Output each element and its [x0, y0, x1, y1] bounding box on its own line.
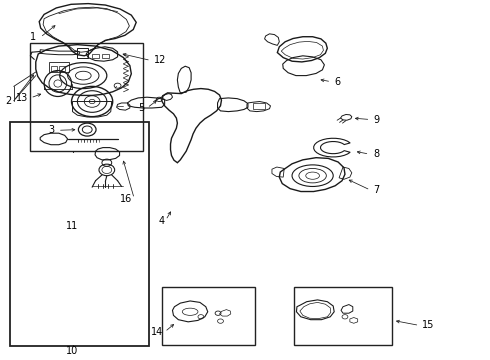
Text: 13: 13	[16, 93, 28, 103]
Bar	[253, 103, 265, 109]
Bar	[92, 54, 99, 58]
Bar	[294, 287, 392, 345]
Text: 15: 15	[422, 320, 435, 330]
Text: 9: 9	[373, 114, 379, 125]
Text: 6: 6	[334, 77, 340, 87]
Bar	[51, 66, 57, 71]
Bar	[162, 287, 255, 345]
Bar	[49, 62, 69, 72]
Text: 1: 1	[30, 32, 36, 42]
Text: 16: 16	[120, 194, 132, 204]
Text: 2: 2	[5, 96, 12, 106]
Text: 12: 12	[154, 55, 166, 66]
Text: 3: 3	[49, 125, 55, 135]
Text: 8: 8	[373, 149, 379, 159]
Text: 10: 10	[67, 346, 78, 356]
Text: 11: 11	[67, 221, 78, 231]
Text: 7: 7	[373, 185, 380, 195]
Bar	[10, 122, 149, 346]
Bar	[102, 54, 109, 58]
Text: 4: 4	[159, 216, 165, 226]
Bar	[30, 43, 143, 151]
Text: 5: 5	[138, 103, 145, 113]
Bar	[59, 66, 65, 71]
Bar	[77, 48, 88, 58]
Text: 14: 14	[151, 327, 164, 337]
